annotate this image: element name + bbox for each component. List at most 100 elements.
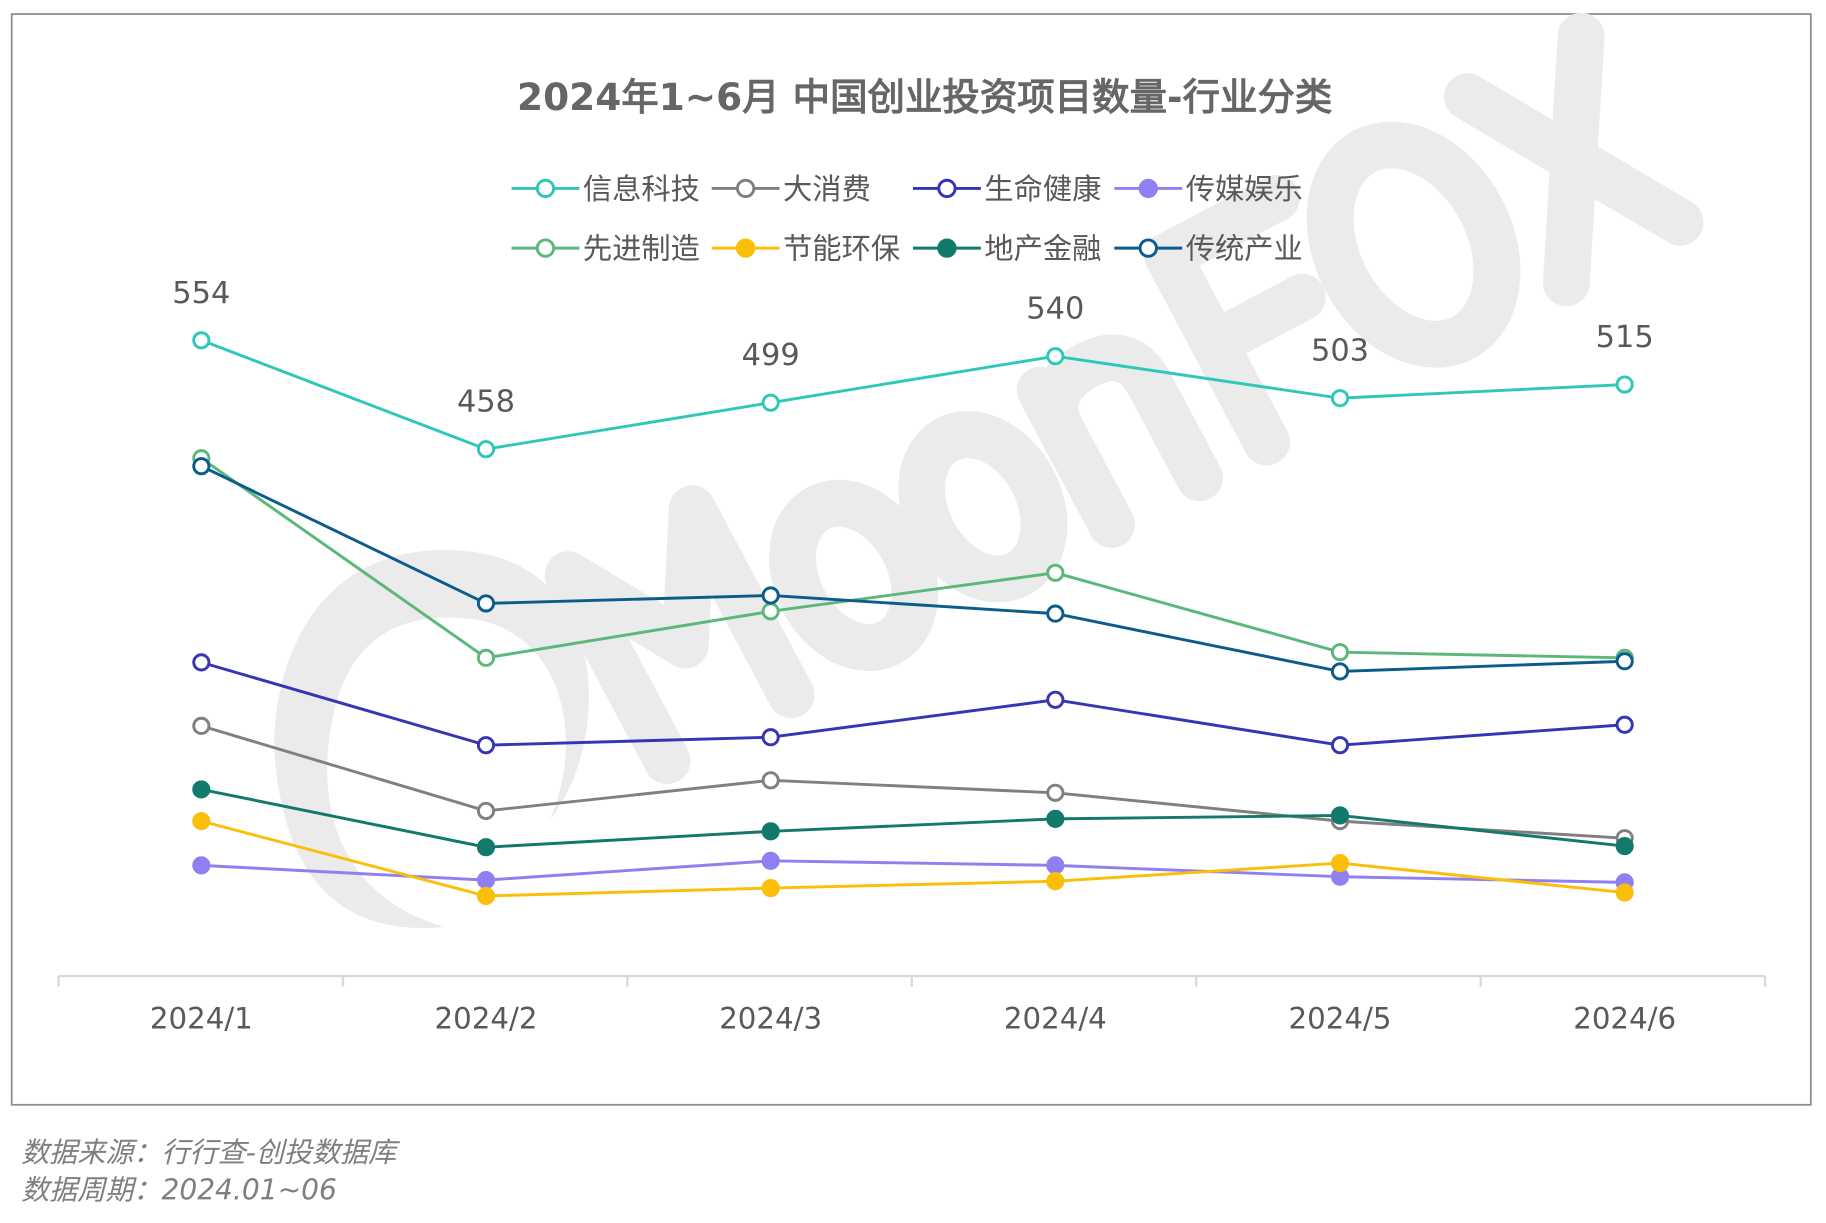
data-point[interactable] [1046,872,1065,891]
data-point[interactable] [476,594,496,613]
data-point[interactable] [1615,715,1634,734]
data-point[interactable] [761,771,780,790]
footer-source: 数据来源：行行查-创投数据库 [21,1136,400,1169]
legend-item[interactable]: 节能环保 [711,232,900,266]
data-point[interactable] [1330,736,1350,755]
series-line [200,724,1625,840]
legend-item[interactable]: 大消费 [711,172,871,206]
data-point[interactable] [1046,783,1065,802]
series-0 [200,338,1625,451]
data-point[interactable] [1330,643,1350,662]
legend-label: 大消费 [783,172,871,206]
data-point[interactable] [1615,837,1634,856]
data-label: 515 [1596,320,1654,355]
series-markers-3 [192,851,1634,892]
watermark-letter-o [1306,121,1521,368]
legend-label: 传统产业 [1186,232,1303,266]
footer-period: 数据周期：2024.01~06 [21,1174,337,1207]
data-point[interactable] [476,736,496,755]
series-line [200,464,1625,673]
data-point[interactable] [476,871,496,890]
legend-label: 信息科技 [583,172,700,206]
legend-marker-icon [735,238,756,258]
data-point[interactable] [476,886,496,906]
series-markers-0: 554 458 499 540 503 515 [172,276,1654,459]
series-1 [200,724,1625,840]
data-point[interactable] [1615,375,1634,394]
series-line [200,819,1625,898]
data-point[interactable] [192,653,211,672]
x-tick-label: 2024/6 [1573,1002,1676,1036]
series-6 [201,787,1625,849]
data-point[interactable] [1330,854,1350,873]
series-line [200,338,1625,451]
data-point[interactable] [192,856,211,875]
data-point[interactable] [192,331,211,350]
series-7 [200,464,1625,673]
data-point[interactable] [476,440,496,459]
legend-item[interactable]: 先进制造 [511,232,700,266]
data-point[interactable] [476,648,496,667]
data-point[interactable] [476,801,496,821]
data-point[interactable] [1046,690,1065,709]
legend-item[interactable]: 信息科技 [511,172,700,206]
data-point[interactable] [761,602,780,621]
data-label: 554 [172,276,230,311]
legend-label: 生命健康 [984,172,1101,206]
data-point[interactable] [761,586,780,605]
data-point[interactable] [761,393,780,412]
data-label: 499 [742,338,800,373]
legend-marker-icon [735,178,756,199]
legend-marker-icon [535,238,556,258]
series-markers-7 [192,457,1634,681]
data-point[interactable] [192,457,211,476]
series-line [201,859,1625,884]
series-line [200,660,1625,747]
legend-label: 先进制造 [583,232,700,266]
data-point[interactable] [1330,806,1350,825]
data-point[interactable] [1330,662,1350,681]
legend-item[interactable]: 地产金融 [913,232,1101,266]
data-point[interactable] [192,716,211,735]
data-point[interactable] [1330,389,1350,408]
data-point[interactable] [1046,856,1065,875]
watermark-letter-o [898,411,1068,603]
data-label: 503 [1311,334,1369,369]
series-2 [200,660,1625,747]
data-point[interactable] [1046,809,1065,828]
watermark-logo-shape [274,550,589,929]
legend-marker-icon [1138,178,1158,199]
data-point[interactable] [1046,604,1065,623]
x-tick-label: 2024/3 [719,1002,822,1036]
series-line [201,787,1625,849]
data-point[interactable] [1046,563,1065,582]
series-4 [200,457,1625,660]
legend-item[interactable]: 传媒娱乐 [1114,172,1303,206]
legend-label: 传媒娱乐 [1186,172,1303,206]
data-point[interactable] [761,822,780,841]
legend-marker-icon [1138,238,1158,258]
data-point[interactable] [1046,347,1065,366]
data-point[interactable] [1615,883,1634,902]
data-point[interactable] [761,878,780,898]
series-markers-6 [192,780,1634,857]
x-tick-label: 2024/1 [150,1002,253,1036]
data-point[interactable] [761,851,780,870]
series-markers-5 [192,812,1634,906]
legend-item[interactable]: 生命健康 [913,172,1101,206]
x-tick-label: 2024/4 [1004,1002,1107,1036]
legend-label: 节能环保 [783,232,900,266]
data-point[interactable] [192,780,211,799]
data-point[interactable] [192,812,211,831]
series-5 [200,819,1625,898]
x-tick-label: 2024/5 [1289,1002,1392,1036]
data-point[interactable] [761,728,780,747]
series-markers-2 [192,653,1634,755]
data-point[interactable] [476,838,496,857]
data-point[interactable] [1615,652,1634,671]
data-label: 458 [457,385,515,420]
legend-item[interactable]: 传统产业 [1114,232,1303,266]
series-line [200,457,1625,660]
